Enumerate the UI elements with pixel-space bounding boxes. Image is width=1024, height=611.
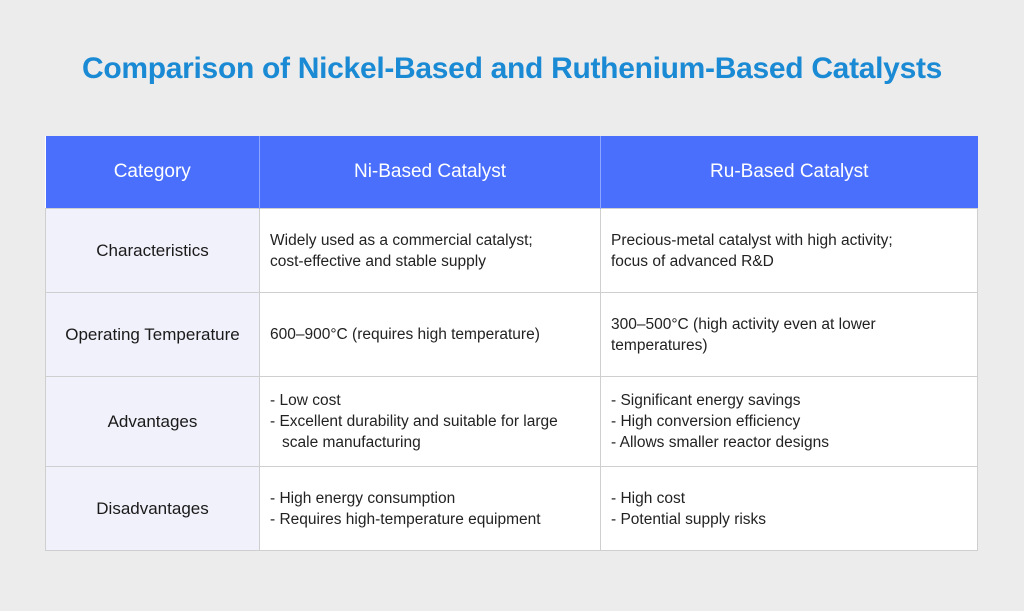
cell-bullet: - Requires high-temperature equipment <box>270 510 541 528</box>
cell-bullet: - Significant energy savings <box>611 392 801 409</box>
table-row: Disadvantages - High energy consumption … <box>45 466 978 551</box>
cell-bullet: - Potential supply risks <box>611 510 767 528</box>
cell-text: 600–900°C (requires high temperature) <box>270 326 540 343</box>
cell-bullet: - High conversion efficiency <box>611 413 801 430</box>
page-title: Comparison of Nickel-Based and Ruthenium… <box>81 52 943 85</box>
header-ru-based: Ru-Based Catalyst <box>600 136 978 209</box>
cell-bullet: - High cost <box>611 489 686 507</box>
cell-bullet: - Low cost <box>270 392 341 409</box>
row-category: Characteristics <box>45 208 260 293</box>
cell-bullet: - High energy consumption <box>270 489 456 507</box>
cell-text: Widely used as a commercial catalyst; <box>270 231 533 249</box>
table-row: Operating Temperature 600–900°C (require… <box>45 292 978 377</box>
ru-cell: 300–500°C (high activity even at lower t… <box>600 292 978 377</box>
ni-cell: Widely used as a commercial catalyst; co… <box>259 208 601 293</box>
cell-bullet: - Excellent durability and suitable for … <box>270 413 558 451</box>
ru-cell: - High cost - Potential supply risks <box>600 466 978 551</box>
header-category: Category <box>45 136 260 209</box>
cell-text: 300–500°C (high activity even at lower <box>611 315 876 333</box>
row-category: Disadvantages <box>45 466 260 551</box>
cell-bullet: - Allows smaller reactor designs <box>611 434 829 451</box>
table-header-row: Category Ni-Based Catalyst Ru-Based Cata… <box>45 136 978 209</box>
table-row: Characteristics Widely used as a commerc… <box>45 208 978 293</box>
ru-cell: - Significant energy savings - High conv… <box>600 376 978 467</box>
ni-cell: - Low cost - Excellent durability and su… <box>259 376 601 467</box>
table-row: Advantages - Low cost - Excellent durabi… <box>45 376 978 467</box>
cell-text: temperatures) <box>611 336 708 354</box>
cell-text: Precious-metal catalyst with high activi… <box>611 231 893 249</box>
ni-cell: - High energy consumption - Requires hig… <box>259 466 601 551</box>
ni-cell: 600–900°C (requires high temperature) <box>259 292 601 377</box>
cell-text: focus of advanced R&D <box>611 252 774 270</box>
comparison-table: Category Ni-Based Catalyst Ru-Based Cata… <box>45 136 978 551</box>
cell-text: cost-effective and stable supply <box>270 252 486 270</box>
row-category: Advantages <box>45 376 260 467</box>
header-ni-based: Ni-Based Catalyst <box>259 136 601 209</box>
ru-cell: Precious-metal catalyst with high activi… <box>600 208 978 293</box>
row-category: Operating Temperature <box>45 292 260 377</box>
